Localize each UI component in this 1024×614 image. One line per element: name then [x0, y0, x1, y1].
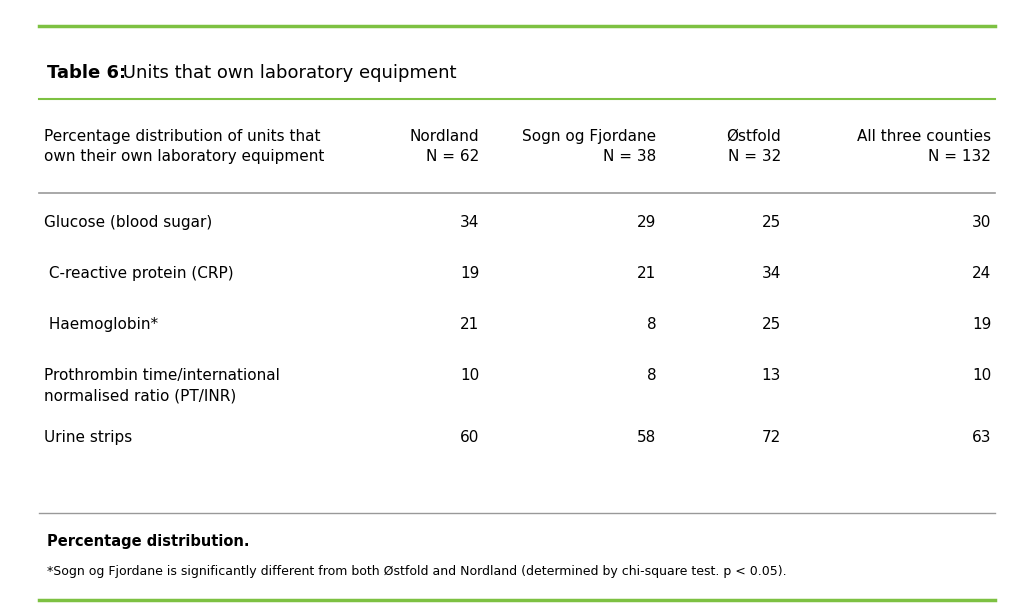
Text: Glucose (blood sugar): Glucose (blood sugar) [44, 215, 212, 230]
Text: Percentage distribution.: Percentage distribution. [47, 534, 250, 549]
Text: Units that own laboratory equipment: Units that own laboratory equipment [117, 64, 457, 82]
Text: 25: 25 [762, 317, 781, 332]
Text: 72: 72 [762, 430, 781, 445]
Text: 63: 63 [972, 430, 991, 445]
Text: 24: 24 [972, 266, 991, 281]
Text: Haemoglobin*: Haemoglobin* [44, 317, 158, 332]
Text: 10: 10 [972, 368, 991, 383]
Text: All three counties
N = 132: All three counties N = 132 [857, 129, 991, 165]
Text: 25: 25 [762, 215, 781, 230]
Text: 19: 19 [972, 317, 991, 332]
Text: 21: 21 [461, 317, 479, 332]
Text: 60: 60 [460, 430, 479, 445]
Text: Nordland
N = 62: Nordland N = 62 [410, 129, 479, 165]
Text: 30: 30 [972, 215, 991, 230]
Text: 29: 29 [637, 215, 656, 230]
Text: Table 6:: Table 6: [47, 64, 126, 82]
Text: 8: 8 [647, 368, 656, 383]
Text: 21: 21 [637, 266, 656, 281]
Text: 19: 19 [460, 266, 479, 281]
Text: C-reactive protein (CRP): C-reactive protein (CRP) [44, 266, 233, 281]
Text: Prothrombin time/international
normalised ratio (PT/INR): Prothrombin time/international normalise… [44, 368, 280, 403]
Text: 58: 58 [637, 430, 656, 445]
Text: Østfold
N = 32: Østfold N = 32 [726, 129, 781, 165]
Text: 13: 13 [762, 368, 781, 383]
Text: Sogn og Fjordane
N = 38: Sogn og Fjordane N = 38 [522, 129, 656, 165]
Text: 10: 10 [461, 368, 479, 383]
Text: 8: 8 [647, 317, 656, 332]
Text: Urine strips: Urine strips [44, 430, 132, 445]
Text: 34: 34 [762, 266, 781, 281]
Text: Percentage distribution of units that
own their own laboratory equipment: Percentage distribution of units that ow… [44, 129, 325, 165]
Text: *Sogn og Fjordane is significantly different from both Østfold and Nordland (det: *Sogn og Fjordane is significantly diffe… [47, 565, 786, 578]
Text: 34: 34 [460, 215, 479, 230]
